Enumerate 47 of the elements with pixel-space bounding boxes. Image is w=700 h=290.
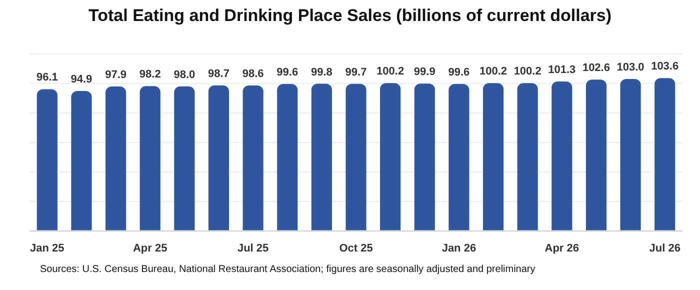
data-label: 101.3 [548, 64, 576, 76]
data-label: 98.7 [208, 68, 230, 80]
x-tick-label: Jul 26 [649, 242, 680, 254]
data-label: 100.2 [514, 66, 542, 78]
bar [277, 84, 298, 230]
data-label: 99.7 [345, 66, 367, 78]
data-label: 100.2 [480, 66, 508, 78]
data-label: 96.1 [36, 72, 58, 84]
bar [311, 84, 332, 230]
bar [140, 86, 160, 230]
bar [552, 82, 572, 230]
bar [654, 78, 676, 230]
bar [380, 83, 401, 230]
source-note: Sources: U.S. Census Bureau, National Restaurant Association; figures are seasonally adjusted and preliminary [40, 264, 536, 275]
x-tick-label: Apr 25 [132, 242, 168, 254]
data-label: 98.6 [242, 68, 264, 80]
bar [517, 83, 538, 230]
bar [586, 80, 607, 230]
bar [36, 89, 58, 230]
data-label: 99.6 [276, 66, 298, 79]
data-label: 97.9 [105, 69, 126, 82]
bar [208, 85, 230, 230]
x-tick-label: Oct 25 [339, 242, 373, 254]
data-label: 98.2 [139, 68, 161, 81]
data-label: 98.0 [174, 68, 196, 81]
x-tick-label: Jan 25 [30, 242, 64, 254]
chart-title: Total Eating and Drinking Place Sales (billions of current dollars) [88, 6, 612, 26]
data-label: 99.9 [414, 66, 436, 78]
x-tick-label: Jul 25 [237, 242, 269, 254]
data-label: 99.6 [448, 66, 470, 79]
bar [414, 84, 435, 230]
data-label: 102.6 [582, 62, 610, 74]
bar [448, 84, 470, 230]
x-tick-label: Jan 26 [442, 242, 476, 254]
bar [105, 86, 126, 230]
bar [482, 83, 504, 230]
data-label: 103.6 [651, 60, 679, 73]
data-label: 94.9 [70, 74, 92, 86]
bar [346, 84, 366, 230]
bar [174, 86, 195, 230]
data-label: 99.8 [310, 66, 332, 78]
bar [242, 86, 264, 230]
bar [71, 90, 92, 230]
data-label: 100.2 [376, 66, 404, 78]
x-tick-label: Apr 26 [544, 242, 580, 254]
data-label: 103.0 [616, 62, 644, 74]
bar [620, 79, 641, 230]
